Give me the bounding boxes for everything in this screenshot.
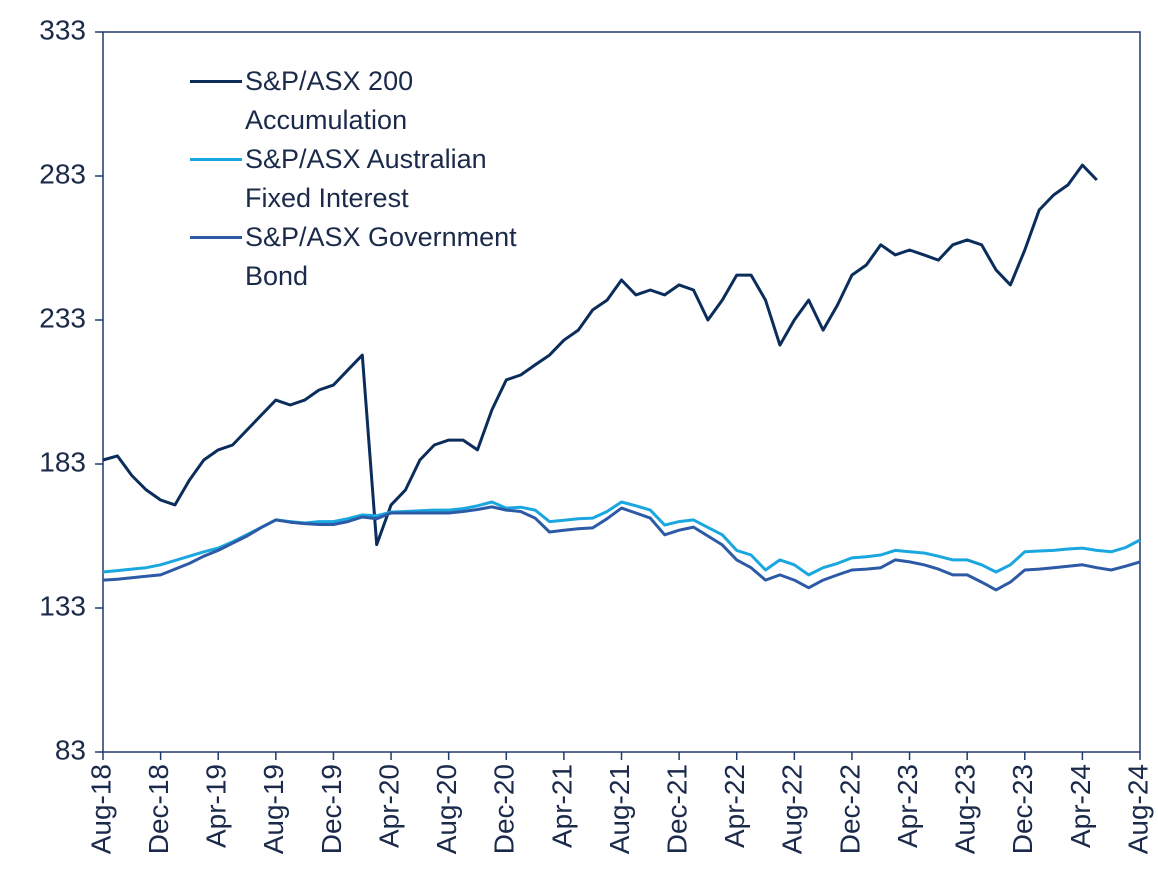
series-line [102, 505, 1141, 592]
legend-label: S&P/ASX Australian Fixed Interest [245, 144, 487, 213]
x-tick-label: Apr-23 [892, 764, 923, 848]
x-tick-label: Dec-19 [316, 764, 347, 854]
legend-item: S&P/ASX Government Bond [190, 218, 535, 296]
x-tick-label: Apr-20 [373, 764, 404, 848]
y-tick-label: 233 [39, 302, 86, 333]
x-tick-label: Aug-21 [604, 764, 635, 854]
x-tick-label: Dec-18 [143, 764, 174, 854]
x-tick-label: Aug-19 [258, 764, 289, 854]
x-tick-label: Aug-18 [85, 764, 116, 854]
x-tick-label: Aug-24 [1122, 764, 1153, 854]
x-tick-label: Aug-23 [950, 764, 981, 854]
x-tick-label: Dec-20 [489, 764, 520, 854]
x-tick-label: Apr-24 [1065, 764, 1096, 848]
legend-label: S&P/ASX Government Bond [245, 222, 517, 291]
y-tick-label: 333 [39, 14, 86, 45]
x-tick-label: Aug-20 [431, 764, 462, 854]
legend-item: S&P/ASX 200 Accumulation [190, 62, 535, 140]
y-tick-label: 183 [39, 446, 86, 477]
y-tick-label: 133 [39, 590, 86, 621]
legend-swatch [190, 80, 242, 83]
y-tick-label: 83 [55, 734, 86, 765]
x-tick-label: Apr-21 [546, 764, 577, 848]
y-tick-label: 283 [39, 158, 86, 189]
legend-item: S&P/ASX Australian Fixed Interest [190, 140, 535, 218]
legend-swatch [190, 158, 242, 161]
legend-swatch [190, 236, 242, 239]
x-tick-label: Apr-19 [201, 764, 232, 848]
series-line [102, 500, 1141, 577]
series-line [102, 163, 1098, 547]
x-tick-label: Dec-23 [1007, 764, 1038, 854]
x-tick-label: Aug-22 [777, 764, 808, 854]
x-tick-label: Apr-22 [719, 764, 750, 848]
legend-label: S&P/ASX 200 Accumulation [245, 66, 414, 135]
x-tick-label: Dec-21 [662, 764, 693, 854]
x-tick-label: Dec-22 [834, 764, 865, 854]
legend: S&P/ASX 200 Accumulation S&P/ASX Australi… [190, 62, 530, 296]
